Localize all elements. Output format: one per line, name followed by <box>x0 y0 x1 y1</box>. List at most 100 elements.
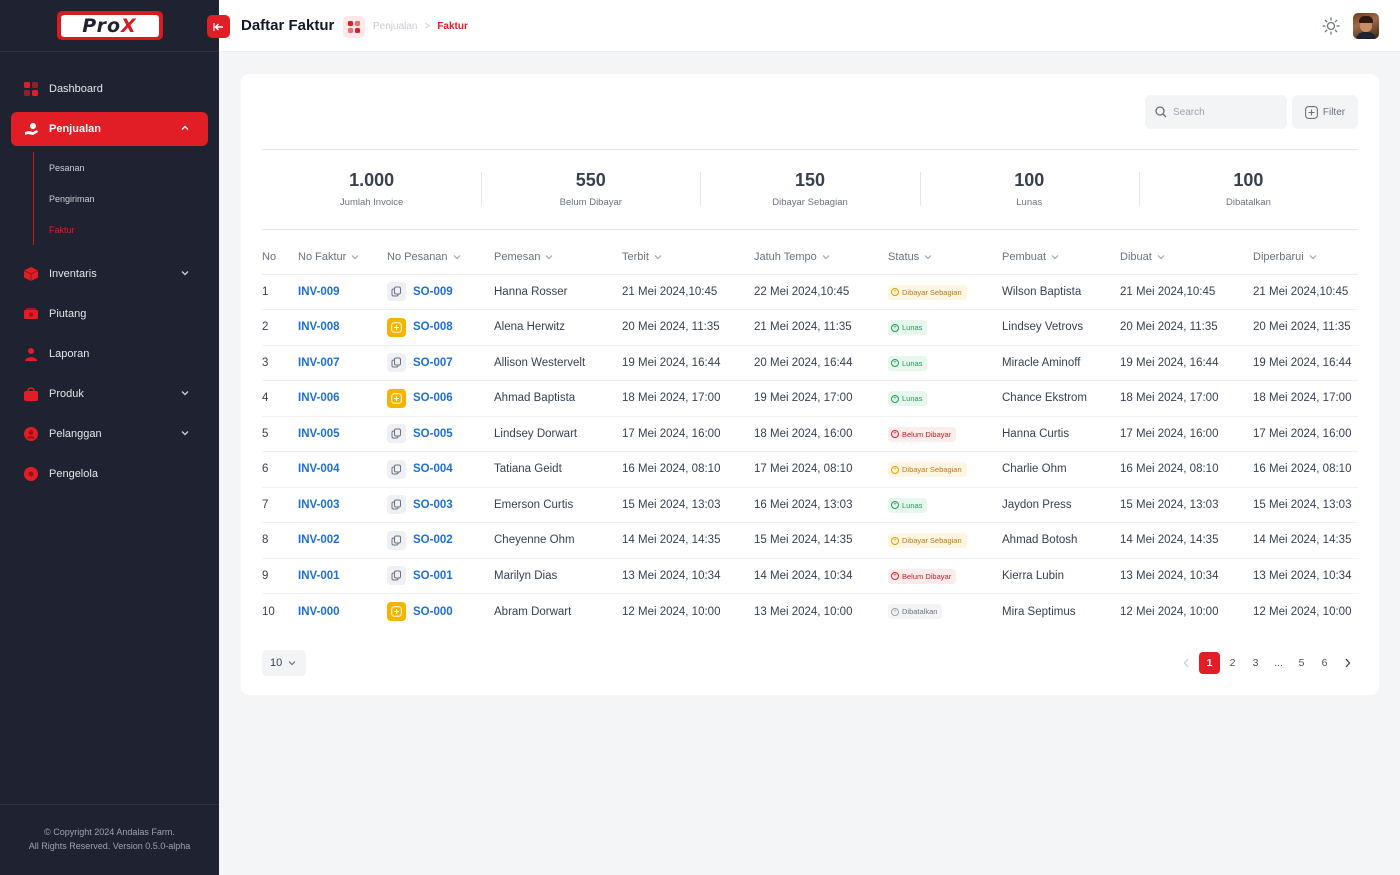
collapse-sidebar-button[interactable] <box>207 15 230 38</box>
version-text: All Rights Reserved. Version 0.5.0-alpha <box>28 841 191 851</box>
table-row[interactable]: 6 INV-004 SO-004 Tatiana Geidt 16 Mei 2024, … <box>262 451 1358 488</box>
order-link[interactable]: SO-001 <box>413 569 453 582</box>
prox-logo[interactable]: Pro X <box>56 11 163 40</box>
column-header-pembuat[interactable]: Pembuat <box>1002 240 1120 275</box>
column-header-terbit[interactable]: Terbit <box>622 240 754 275</box>
user-avatar[interactable] <box>1353 13 1379 39</box>
cell-due: 22 Mei 2024,10:45 <box>754 274 888 310</box>
cell-invoice-link[interactable]: INV-008 <box>298 309 387 346</box>
table-row[interactable]: 8 INV-002 SO-002 Cheyenne Ohm 14 Mei 2024, 1… <box>262 522 1358 559</box>
sidebar-item-pelanggan[interactable]: Pelanggan <box>11 417 208 451</box>
page-button-6[interactable]: 6 <box>1321 657 1328 669</box>
order-link[interactable]: SO-007 <box>413 356 453 369</box>
cell-invoice-link[interactable]: INV-002 <box>298 522 387 559</box>
invoice-link[interactable]: INV-008 <box>298 321 340 334</box>
column-header-jatuh-tempo[interactable]: Jatuh Tempo <box>754 240 888 275</box>
column-header-no-pesanan[interactable]: No Pesanan <box>387 240 494 275</box>
copy-order-icon[interactable] <box>387 459 406 479</box>
chevron-down-icon <box>181 391 189 396</box>
table-row[interactable]: 3 INV-007 SO-007 Allison Westervelt 19 Mei 2… <box>262 345 1358 381</box>
cell-invoice-link[interactable]: INV-001 <box>298 558 387 594</box>
table-row[interactable]: 5 INV-005 SO-005 Lindsey Dorwart 17 Mei 2024… <box>262 416 1358 452</box>
page-button-5[interactable]: 5 <box>1298 657 1305 669</box>
order-link[interactable]: SO-008 <box>413 321 453 334</box>
column-header-dibuat[interactable]: Dibuat <box>1120 240 1253 275</box>
page-button-1[interactable]: 1 <box>1199 652 1220 674</box>
admin-icon <box>23 466 39 482</box>
copy-order-icon[interactable] <box>387 424 406 444</box>
column-header-pemesan[interactable]: Pemesan <box>494 240 622 275</box>
invoice-link[interactable]: INV-009 <box>298 285 340 298</box>
invoice-link[interactable]: INV-007 <box>298 356 340 369</box>
invoice-link[interactable]: INV-000 <box>298 605 340 618</box>
cell-invoice-link[interactable]: INV-004 <box>298 451 387 488</box>
sidebar-subitem-faktur[interactable]: Faktur <box>49 224 75 235</box>
status-dot-icon: + <box>891 359 899 367</box>
order-link[interactable]: SO-000 <box>413 605 453 618</box>
sidebar-item-inventaris[interactable]: Inventaris <box>11 257 208 291</box>
sidebar-item-laporan[interactable]: Laporan <box>11 337 208 371</box>
add-order-icon[interactable] <box>387 317 406 337</box>
logo-text: Pro <box>82 14 122 37</box>
cell-invoice-link[interactable]: INV-003 <box>298 487 387 523</box>
invoice-link[interactable]: INV-001 <box>298 569 340 582</box>
column-header-diperbarui[interactable]: Diperbarui <box>1253 240 1358 275</box>
page-size-select[interactable]: 10 <box>262 650 306 676</box>
column-header-no-faktur[interactable]: No Faktur <box>298 240 387 275</box>
cell-invoice-link[interactable]: INV-005 <box>298 416 387 452</box>
chevron-down-icon <box>181 431 189 436</box>
copy-order-icon[interactable] <box>387 282 406 302</box>
sidebar-item-dashboard[interactable]: Dashboard <box>11 72 208 106</box>
theme-toggle-sun-icon[interactable] <box>1322 17 1340 35</box>
invoice-link[interactable]: INV-005 <box>298 427 340 440</box>
sidebar-subitem-pengiriman[interactable]: Pengiriman <box>49 193 95 204</box>
breadcrumb-parent[interactable]: Penjualan <box>373 21 418 32</box>
column-header-status[interactable]: Status <box>888 240 1002 275</box>
page-button-3[interactable]: 3 <box>1252 657 1259 669</box>
invoice-link[interactable]: INV-003 <box>298 498 340 511</box>
status-text: Dibayar Sebagian <box>902 465 962 474</box>
cell-invoice-link[interactable]: INV-009 <box>298 274 387 310</box>
order-link[interactable]: SO-003 <box>413 498 453 511</box>
invoice-link[interactable]: INV-002 <box>298 534 340 547</box>
breadcrumb-home-icon[interactable] <box>343 16 365 38</box>
table-row[interactable]: 1 INV-009 SO-009 Hanna Rosser 21 Mei 2024,10… <box>262 274 1358 310</box>
table-row[interactable]: 4 INV-006 SO-006 Ahmad Baptista 18 Mei 2024,… <box>262 380 1358 417</box>
add-order-icon[interactable] <box>387 602 406 621</box>
cell-invoice-link[interactable]: INV-006 <box>298 380 387 417</box>
sidebar-item-produk[interactable]: Produk <box>11 377 208 411</box>
table-row[interactable]: 10 INV-000 SO-000 Abram Dorwart 12 Mei 2024,… <box>262 594 1358 630</box>
next-page-button[interactable] <box>1337 652 1358 674</box>
filter-button[interactable]: Filter <box>1292 95 1358 129</box>
order-link[interactable]: SO-002 <box>413 534 453 547</box>
table-row[interactable]: 7 INV-003 SO-003 Emerson Curtis 15 Mei 2024,… <box>262 487 1358 523</box>
search-input[interactable]: Search <box>1145 95 1287 129</box>
add-order-icon[interactable] <box>387 388 406 408</box>
sort-chevron-icon <box>1051 254 1059 260</box>
cell-creator: Lindsey Vetrovs <box>1002 309 1120 346</box>
cell-invoice-link[interactable]: INV-007 <box>298 345 387 381</box>
table-row[interactable]: 9 INV-001 SO-001 Marilyn Dias 13 Mei 2024, 1… <box>262 558 1358 594</box>
sidebar-subitem-pesanan[interactable]: Pesanan <box>49 162 85 173</box>
invoice-link[interactable]: INV-004 <box>298 463 340 476</box>
copy-order-icon[interactable] <box>387 495 406 515</box>
sort-chevron-icon <box>924 254 932 260</box>
cell-creator: Kierra Lubin <box>1002 558 1120 594</box>
status-badge: + Dibatalkan <box>888 604 943 620</box>
order-link[interactable]: SO-004 <box>413 463 453 476</box>
order-link[interactable]: SO-006 <box>413 392 453 405</box>
table-row[interactable]: 2 INV-008 SO-008 Alena Herwitz 20 Mei 2024, … <box>262 309 1358 346</box>
order-link[interactable]: SO-009 <box>413 285 453 298</box>
sidebar-item-penjualan[interactable]: Penjualan <box>11 112 208 146</box>
copy-order-icon[interactable] <box>387 530 406 550</box>
cell-invoice-link[interactable]: INV-000 <box>298 594 387 630</box>
invoice-link[interactable]: INV-006 <box>298 392 340 405</box>
sidebar-item-pengelola[interactable]: Pengelola <box>11 457 208 491</box>
order-link[interactable]: SO-005 <box>413 427 453 440</box>
copy-order-icon[interactable] <box>387 566 406 586</box>
sidebar-item-piutang[interactable]: Piutang <box>11 297 208 331</box>
cell-issued: 21 Mei 2024,10:45 <box>622 274 754 310</box>
copy-order-icon[interactable] <box>387 353 406 373</box>
page-button-2[interactable]: 2 <box>1229 657 1236 669</box>
prev-page-button[interactable] <box>1176 652 1197 674</box>
